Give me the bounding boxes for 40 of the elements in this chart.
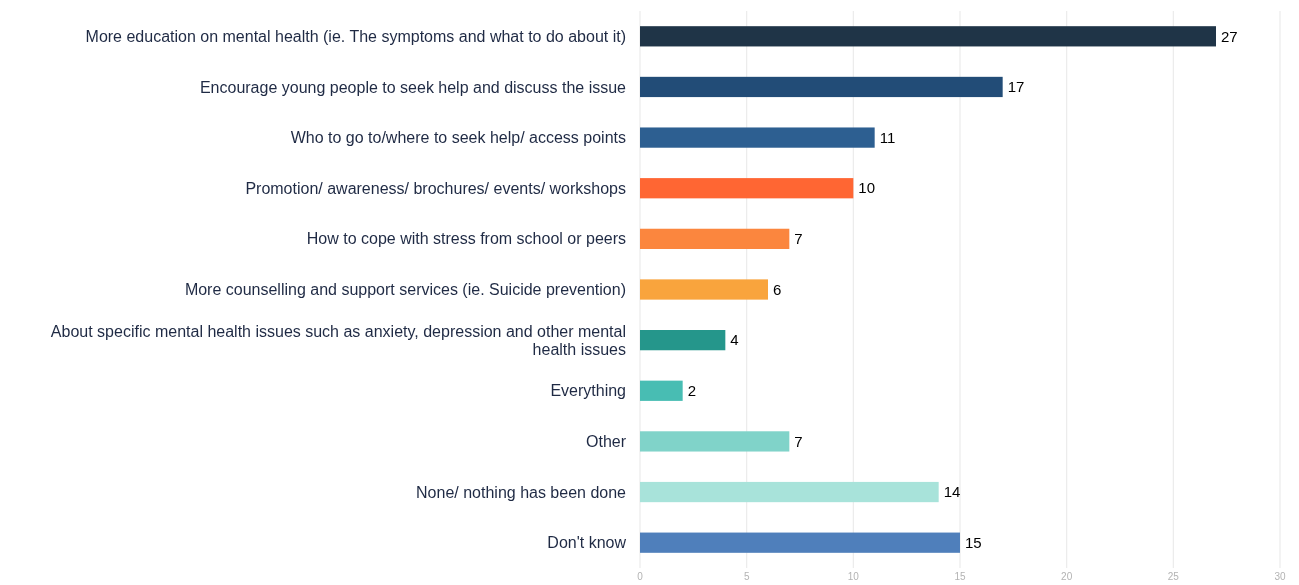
bar xyxy=(640,228,790,249)
y-tick-label: Other xyxy=(585,433,627,451)
x-tick-label: 10 xyxy=(847,571,860,582)
x-tick-label: 15 xyxy=(954,571,966,582)
y-tick-label: None/ nothing has been done xyxy=(416,483,627,501)
y-tick-label: Who to go to/where to seek help/ access points xyxy=(290,129,626,147)
data-label: 14 xyxy=(943,483,961,501)
bar xyxy=(640,532,960,553)
bar xyxy=(640,431,790,452)
y-tick-label: Everything xyxy=(550,382,626,400)
data-label: 4 xyxy=(730,331,739,349)
x-tick-label: 30 xyxy=(1274,571,1286,582)
data-label: 15 xyxy=(965,533,982,551)
data-label: 11 xyxy=(879,128,896,146)
y-tick-label: Don't know xyxy=(547,534,627,552)
bar xyxy=(640,279,768,300)
data-label: 17 xyxy=(1007,78,1025,96)
bar xyxy=(640,380,683,401)
bar xyxy=(640,127,875,148)
bar xyxy=(640,178,854,199)
y-tick-label: Promotion/ awareness/ brochures/ events/ workshops xyxy=(245,179,626,197)
bar xyxy=(640,26,1216,47)
data-label: 6 xyxy=(773,280,782,298)
data-label: 27 xyxy=(1221,27,1238,45)
bar xyxy=(640,481,939,503)
x-tick-label: 20 xyxy=(1061,571,1073,582)
x-tick-label: 25 xyxy=(1167,571,1180,582)
y-tick-label: Encourage young people to seek help and discuss the issue xyxy=(199,78,627,96)
data-label: 10 xyxy=(858,179,876,197)
y-tick-label: More counselling and support services (ie. Suicide prevention) xyxy=(184,281,626,299)
data-label: 7 xyxy=(794,230,803,248)
y-tick-label: More education on mental health (ie. The symptoms and what to do about it) xyxy=(85,27,626,45)
y-tick-label: How to cope with stress from school or peers xyxy=(306,230,626,248)
bar xyxy=(640,76,1003,98)
data-label: 2 xyxy=(687,382,697,400)
data-label: 7 xyxy=(794,432,803,450)
x-tick-label: 5 xyxy=(743,571,750,582)
y-tick-label: About specific mental health issues such as anxiety, depression and other mental health issues xyxy=(50,322,626,359)
x-tick-label: 0 xyxy=(637,571,644,582)
bar xyxy=(640,330,726,351)
